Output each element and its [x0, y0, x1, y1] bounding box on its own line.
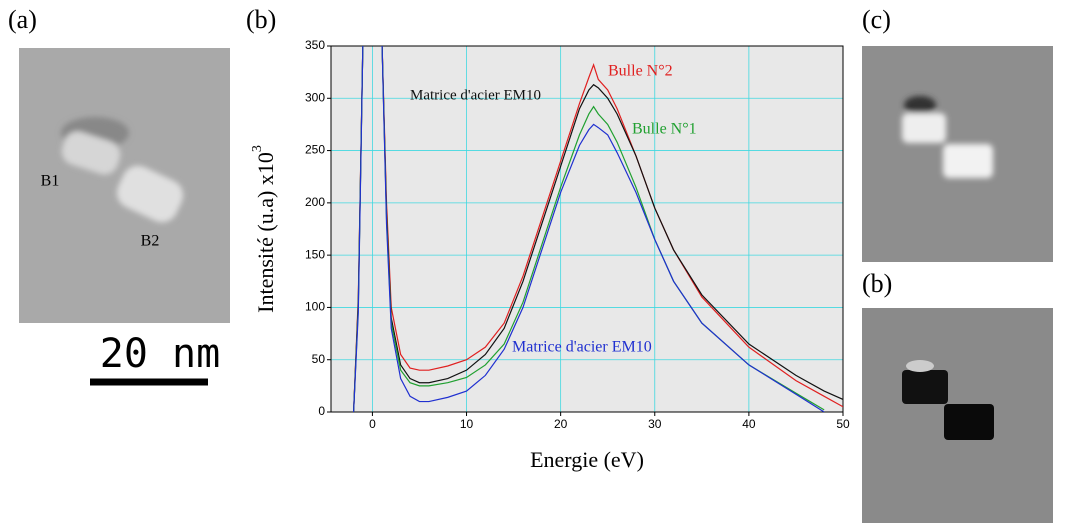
image-a	[19, 48, 230, 323]
particle-label: B1	[41, 173, 60, 190]
y-axis-label: Intensité (u.a) x103	[250, 145, 278, 313]
y-tick-label: 200	[305, 195, 325, 209]
x-tick-label: 20	[554, 417, 568, 431]
panel-label: (b)	[246, 5, 276, 34]
y-tick-label: 100	[305, 300, 325, 314]
image-c	[862, 46, 1053, 262]
y-tick-label: 300	[305, 90, 325, 104]
series-group	[352, 46, 843, 412]
scale-bar-label: 20 nm	[100, 331, 220, 377]
panel-label: (b)	[862, 269, 892, 298]
series-label: Matrice d'acier EM10	[410, 87, 541, 103]
y-tick-label: 350	[305, 38, 325, 52]
plot-frame	[330, 45, 844, 413]
x-axis-label: Energie (eV)	[530, 447, 644, 472]
y-tick-label: 250	[305, 143, 325, 157]
y-axis-label-text: Intensité (u.a) x10	[253, 152, 278, 313]
y-axis-label-exponent: 3	[250, 145, 265, 152]
plot-area	[331, 46, 843, 412]
y-tick-label: 50	[312, 352, 326, 366]
series-label: Bulle N°1	[632, 121, 697, 138]
particle-label: B2	[141, 233, 160, 250]
y-tick-label: 150	[305, 247, 325, 261]
panel-label: (a)	[8, 5, 37, 34]
image-b	[862, 308, 1053, 523]
x-tick-label: 40	[742, 417, 756, 431]
y-tick-label: 0	[318, 404, 325, 418]
panel-label: (c)	[862, 5, 891, 34]
x-tick-label: 10	[460, 417, 474, 431]
series-label: Bulle N°2	[608, 63, 673, 80]
x-tick-label: 50	[836, 417, 850, 431]
x-tick-label: 0	[369, 417, 376, 431]
x-tick-label: 30	[648, 417, 662, 431]
series-line	[352, 46, 825, 412]
series-label: Matrice d'acier EM10	[512, 339, 652, 356]
